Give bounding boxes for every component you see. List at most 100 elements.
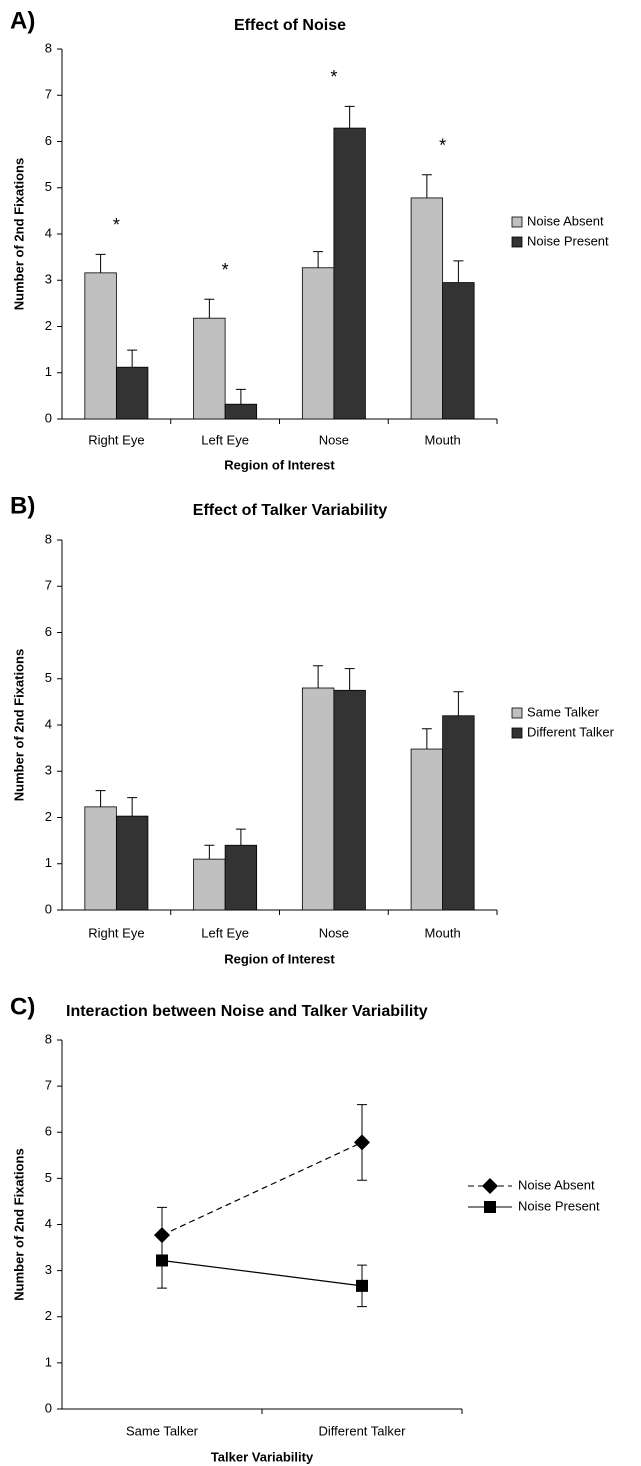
error-bar — [204, 844, 215, 860]
legend-swatch — [511, 727, 523, 739]
bar — [410, 748, 444, 911]
legend-label: Noise Absent — [518, 1177, 595, 1192]
x-axis-title: Region of Interest — [224, 457, 335, 472]
bar — [301, 687, 335, 911]
significance-marker: * — [439, 136, 446, 156]
y-axis-title: Number of 2nd Fixations — [11, 158, 26, 310]
error-bar — [95, 253, 106, 273]
legend-swatch — [511, 707, 523, 719]
error-bar — [235, 388, 246, 405]
chart-title: Interaction between Noise and Talker Var… — [66, 1003, 428, 1020]
x-tick-label: Mouth — [425, 925, 461, 940]
y-tick-label: 2 — [45, 809, 52, 824]
x-axis-title: Region of Interest — [224, 951, 335, 966]
panel-label: B) — [10, 492, 35, 519]
x-tick-label: Mouth — [425, 432, 461, 447]
y-tick-label: 5 — [45, 670, 52, 685]
error-bar — [453, 260, 464, 283]
y-tick-label: 6 — [45, 133, 52, 148]
y-tick-label: 8 — [45, 531, 52, 546]
bar — [442, 715, 475, 911]
bar — [84, 272, 117, 420]
x-tick-label: Left Eye — [201, 432, 249, 447]
x-tick-label: Right Eye — [88, 925, 144, 940]
legend-label: Noise Present — [527, 233, 609, 248]
bar — [442, 282, 475, 420]
x-tick-label: Nose — [319, 432, 349, 447]
y-tick-label: 7 — [45, 87, 52, 102]
y-tick-label: 1 — [45, 1354, 52, 1369]
legend-swatch — [511, 236, 523, 248]
legend-marker — [482, 1178, 498, 1194]
panel-label: C) — [10, 993, 35, 1020]
bar — [115, 366, 149, 420]
y-axis-title: Number of 2nd Fixations — [11, 1148, 26, 1300]
y-tick-label: 6 — [45, 624, 52, 639]
x-tick-label: Different Talker — [319, 1423, 407, 1438]
y-tick-label: 0 — [45, 410, 52, 425]
y-tick-label: 5 — [45, 1170, 52, 1185]
error-bar — [421, 174, 432, 198]
bar — [333, 689, 366, 911]
marker-square — [156, 1254, 168, 1267]
series-line — [161, 1141, 363, 1236]
y-tick-label: 8 — [45, 40, 52, 55]
error-bar — [95, 790, 106, 807]
bar — [224, 844, 258, 911]
significance-marker: * — [113, 215, 120, 235]
bar — [410, 197, 444, 420]
error-bar — [313, 665, 324, 688]
y-tick-label: 4 — [45, 716, 52, 731]
series-line — [161, 1259, 363, 1287]
y-tick-label: 3 — [45, 763, 52, 778]
x-tick-label: Same Talker — [126, 1423, 199, 1438]
y-tick-label: 2 — [45, 318, 52, 333]
bar — [224, 403, 258, 420]
y-tick-label: 6 — [45, 1124, 52, 1139]
legend-marker — [484, 1201, 496, 1213]
bar — [115, 815, 149, 911]
error-bar — [235, 828, 246, 846]
bar — [301, 267, 335, 420]
chart-title: Effect of Talker Variability — [193, 502, 388, 519]
y-tick-label: 7 — [45, 578, 52, 593]
bar — [333, 127, 366, 420]
x-tick-label: Right Eye — [88, 432, 144, 447]
error-bar — [344, 105, 355, 129]
y-tick-label: 7 — [45, 1078, 52, 1093]
y-axis-title: Number of 2nd Fixations — [11, 649, 26, 801]
error-bar — [344, 668, 355, 691]
bar — [84, 806, 117, 911]
significance-marker: * — [330, 67, 337, 87]
y-tick-label: 8 — [45, 1031, 52, 1046]
y-tick-label: 1 — [45, 855, 52, 870]
legend-label: Same Talker — [527, 704, 600, 719]
x-tick-label: Left Eye — [201, 925, 249, 940]
error-bar — [204, 298, 215, 319]
legend-label: Noise Absent — [527, 213, 604, 228]
error-bar — [127, 349, 138, 368]
panel-label: A) — [10, 7, 35, 34]
bar — [193, 317, 226, 420]
y-tick-label: 1 — [45, 364, 52, 379]
y-tick-label: 0 — [45, 1400, 52, 1415]
y-tick-label: 2 — [45, 1308, 52, 1323]
legend-swatch — [511, 216, 523, 228]
marker-square — [356, 1279, 368, 1292]
error-bar — [453, 691, 464, 716]
y-tick-label: 0 — [45, 901, 52, 916]
error-bar — [421, 728, 432, 750]
x-axis-title: Talker Variability — [211, 1449, 314, 1464]
chart-title: Effect of Noise — [234, 17, 346, 34]
error-bar — [127, 797, 138, 817]
x-tick-label: Nose — [319, 925, 349, 940]
significance-marker: * — [222, 260, 229, 280]
y-tick-label: 3 — [45, 272, 52, 287]
y-tick-label: 3 — [45, 1262, 52, 1277]
y-tick-label: 5 — [45, 179, 52, 194]
error-bar — [313, 251, 324, 268]
y-tick-label: 4 — [45, 1216, 52, 1231]
legend-label: Different Talker — [527, 724, 615, 739]
legend-label: Noise Present — [518, 1198, 600, 1213]
